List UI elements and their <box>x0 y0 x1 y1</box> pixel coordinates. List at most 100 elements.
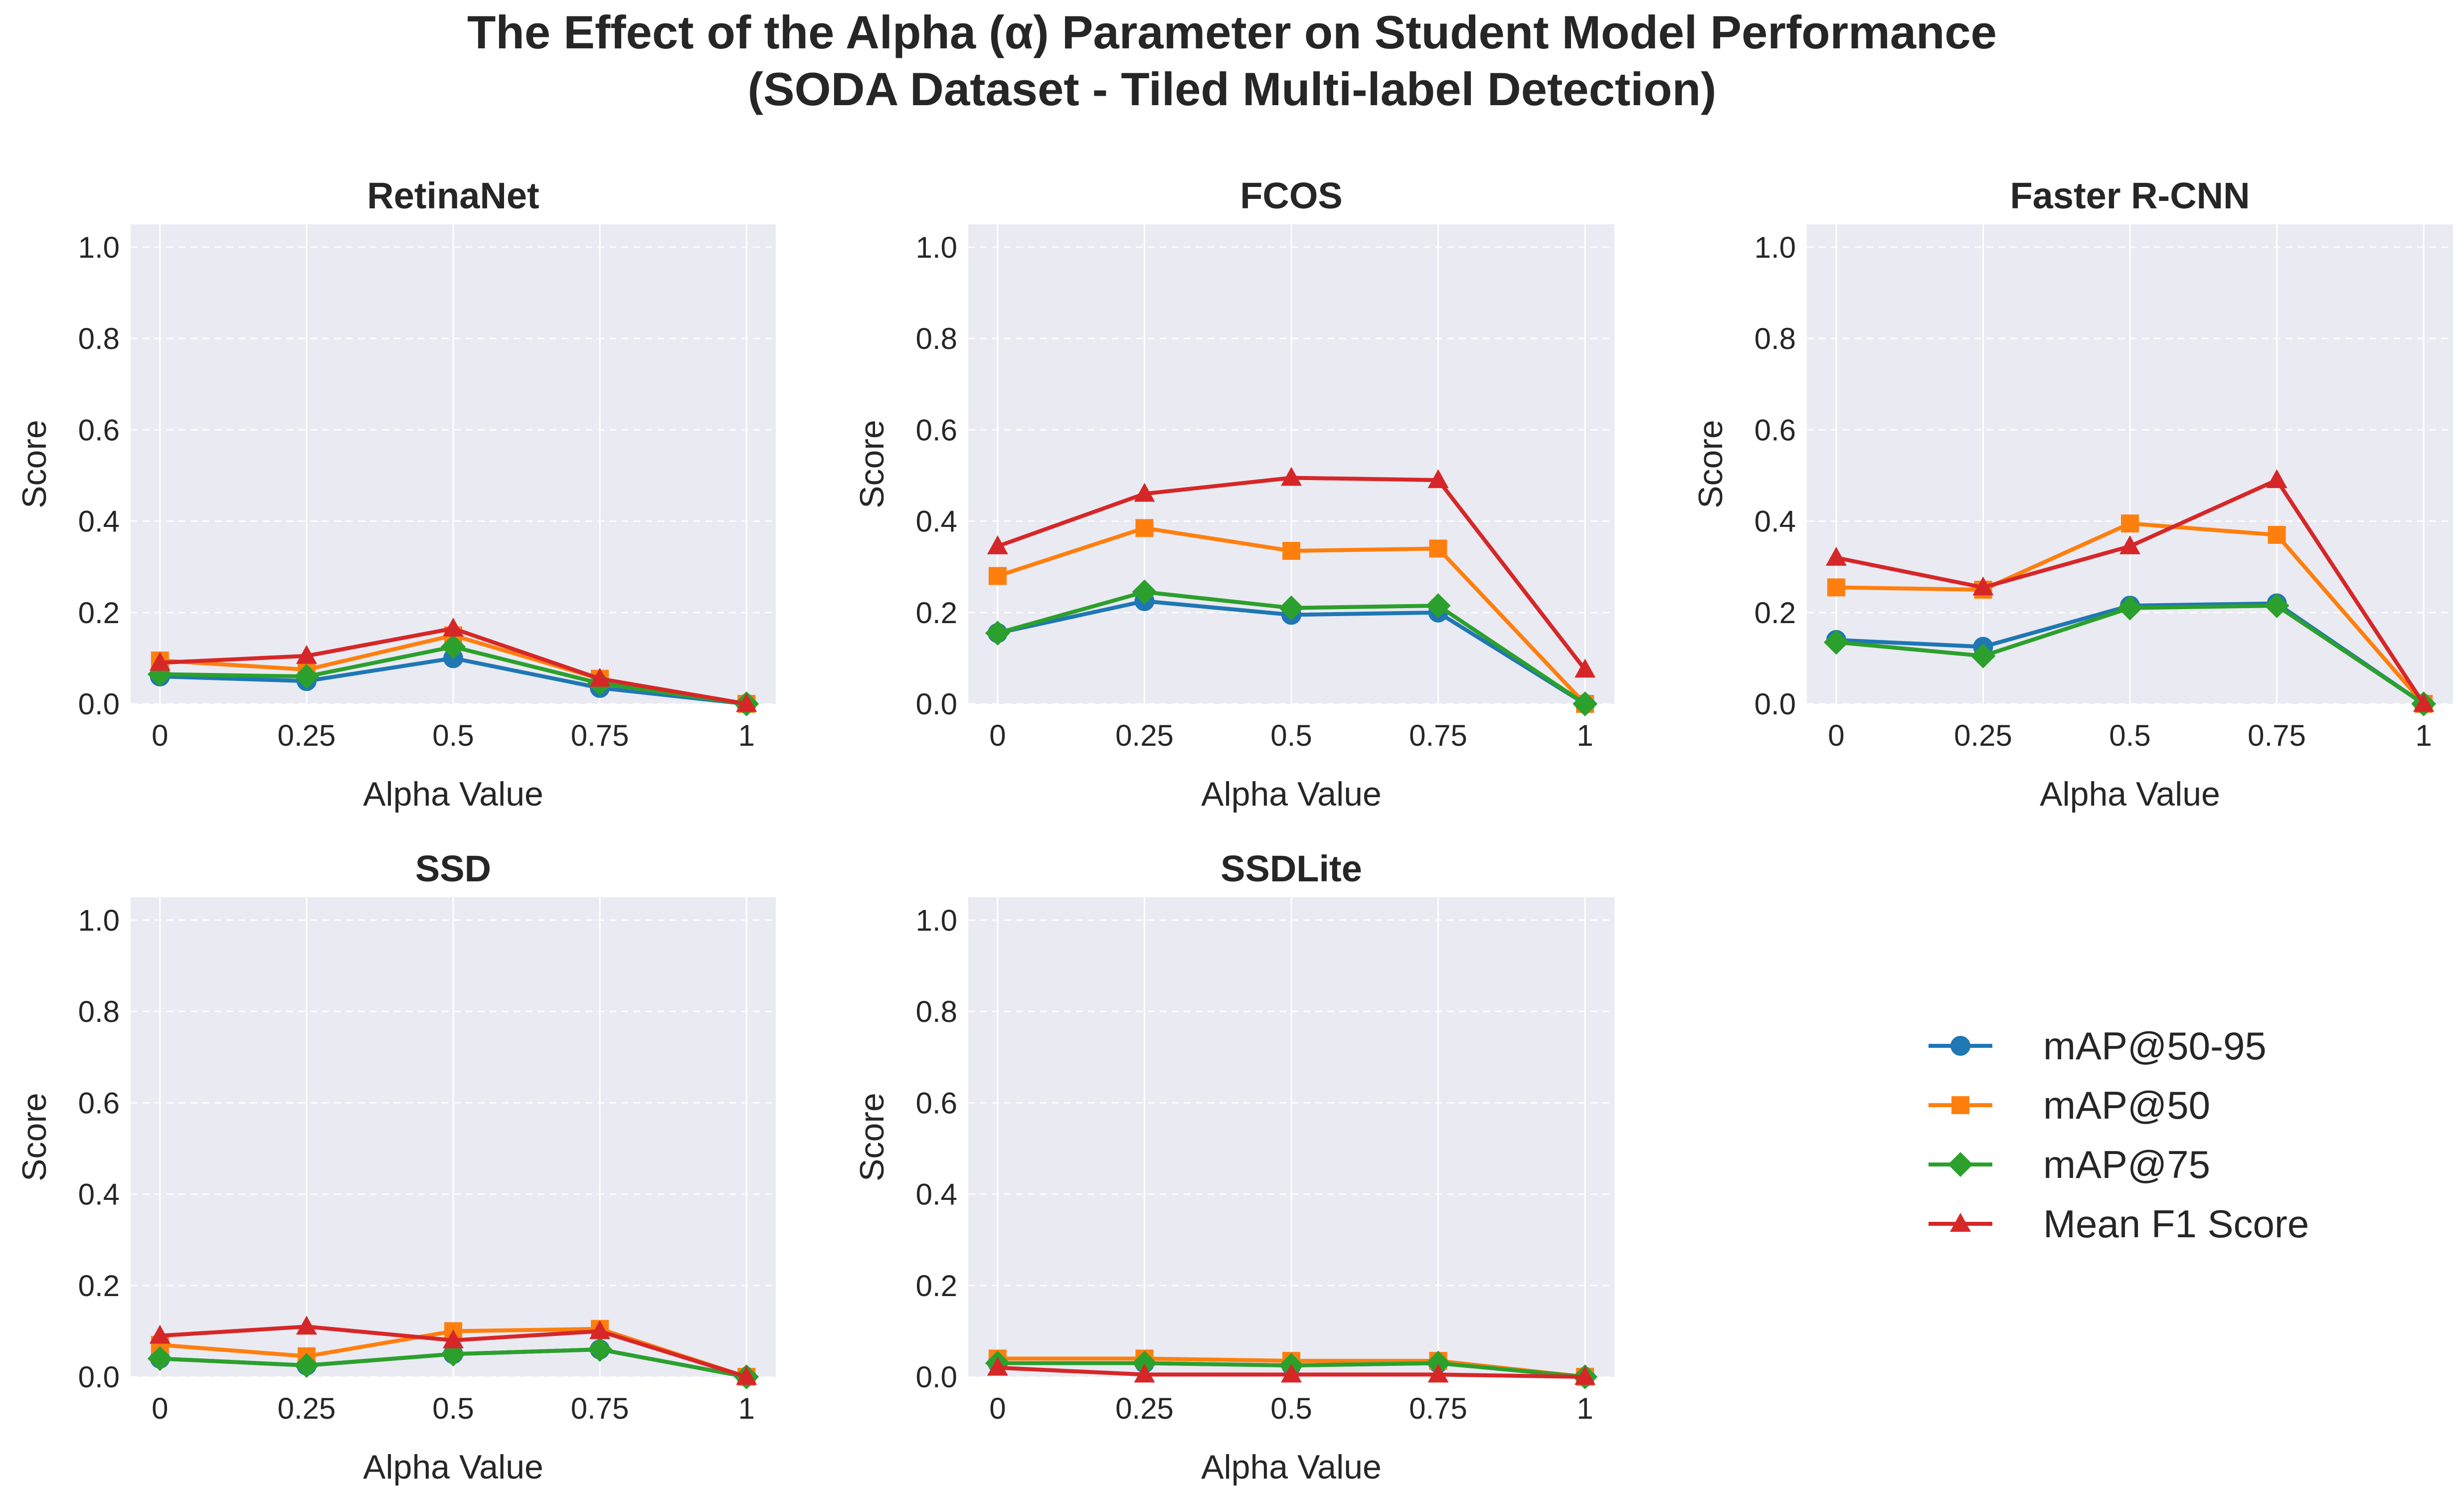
chart-panel-ssdlite: 0.0 0.2 0.4 0.6 0.8 1.0 0 0.25 0.5 0.75 1 SSDLite Al… <box>853 848 1614 1486</box>
data-point-mean-f1-score <box>1427 469 1449 489</box>
y-tick-label: 0.2 <box>78 596 120 630</box>
legend-label: mAP@50-95 <box>2043 1024 2267 1068</box>
x-tick-label: 0 <box>989 719 1006 752</box>
y-tick-label: 0.2 <box>916 1269 957 1303</box>
data-point-mean-f1-score <box>987 1356 1008 1376</box>
x-tick-label: 1 <box>738 1392 754 1425</box>
y-tick-label: 0.0 <box>78 687 120 721</box>
data-point-mean-f1-score <box>1575 1366 1596 1385</box>
data-point-mean-f1-score <box>1575 659 1596 678</box>
y-tick-label: 1.0 <box>916 904 957 937</box>
panel-title: Faster R-CNN <box>2010 175 2250 216</box>
y-tick-label: 1.0 <box>1755 231 1796 264</box>
y-tick-label: 1.0 <box>78 904 120 937</box>
x-tick-label: 0 <box>152 719 168 752</box>
y-tick-label: 0.0 <box>916 1360 957 1394</box>
y-axis-label: Score <box>853 420 891 508</box>
data-point-map-75 <box>1425 1350 1451 1376</box>
data-point-map-50 <box>1827 578 1845 597</box>
y-tick-label: 0.0 <box>78 1360 120 1394</box>
data-point-mean-f1-score <box>1825 546 1847 566</box>
data-point-map-50 <box>2268 526 2286 544</box>
y-tick-label: 0.4 <box>78 1178 120 1211</box>
x-tick-label: 0.75 <box>1409 1392 1467 1425</box>
x-axis-label: Alpha Value <box>1201 775 1382 813</box>
data-point-mean-f1-score <box>987 535 1008 554</box>
chart-panel-fcos: 0.0 0.2 0.4 0.6 0.8 1.0 0 0.25 0.5 0.75 1 FCOS Alpha… <box>853 175 1614 813</box>
data-point-map-50 <box>2121 514 2139 533</box>
data-point-map-75 <box>1573 691 1598 716</box>
data-point-mean-f1-score <box>736 693 757 712</box>
data-point-map-75 <box>1823 630 1849 655</box>
legend-label: mAP@50 <box>2043 1083 2210 1127</box>
figure-title: The Effect of the Alpha (α) Parameter on… <box>0 4 2464 118</box>
data-point-map-75 <box>294 1353 319 1378</box>
data-point-map-75 <box>2117 595 2142 621</box>
y-axis-label: Score <box>15 1093 53 1181</box>
legend-marker-circle <box>1950 1036 1970 1056</box>
y-tick-label: 0.4 <box>1755 505 1796 538</box>
x-tick-label: 0 <box>1828 719 1844 752</box>
data-point-map-75 <box>2264 593 2289 619</box>
x-tick-label: 1 <box>1577 1392 1593 1425</box>
x-tick-label: 1 <box>738 719 754 752</box>
y-tick-label: 0.8 <box>916 322 957 355</box>
x-tick-label: 0.5 <box>432 719 474 752</box>
x-tick-label: 0.5 <box>2109 719 2150 752</box>
legend-label: mAP@75 <box>2043 1143 2210 1186</box>
data-point-mean-f1-score <box>736 1366 757 1385</box>
y-tick-label: 1.0 <box>916 231 957 264</box>
y-tick-label: 0.8 <box>78 995 120 1028</box>
x-tick-label: 1 <box>1577 719 1593 752</box>
x-tick-label: 0.75 <box>571 719 629 752</box>
data-point-mean-f1-score <box>1281 467 1302 486</box>
panel-title: SSDLite <box>1221 848 1362 889</box>
data-point-map-50 <box>1429 539 1447 558</box>
figure-title-line-2: (SODA Dataset - Tiled Multi-label Detect… <box>747 63 1717 115</box>
chart-panel-retinanet: 0.0 0.2 0.4 0.6 0.8 1.0 0 0.25 0.5 0.75 1 RetinaNet… <box>15 175 776 813</box>
x-tick-label: 0.25 <box>1115 1392 1174 1425</box>
data-point-map-75 <box>441 634 466 660</box>
x-tick-label: 0 <box>152 1392 168 1425</box>
y-tick-label: 0.6 <box>916 1086 957 1120</box>
data-point-mean-f1-score <box>296 1316 317 1335</box>
y-tick-label: 0.2 <box>1755 596 1796 630</box>
data-point-map-75 <box>1970 643 1996 668</box>
y-tick-label: 0.6 <box>78 413 120 447</box>
y-axis-label: Score <box>1692 420 1730 508</box>
data-point-mean-f1-score <box>589 667 611 687</box>
x-tick-label: 0.75 <box>571 1392 629 1425</box>
y-tick-label: 0.8 <box>78 322 120 355</box>
panel-title: RetinaNet <box>367 175 539 216</box>
legend: mAP@50-95 mAP@50 mAP@75 Mean F1 Score <box>1929 1024 2309 1246</box>
chart-panel-ssd: 0.0 0.2 0.4 0.6 0.8 1.0 0 0.25 0.5 0.75 1 SSD Alpha … <box>15 848 776 1486</box>
panel-title: SSD <box>415 848 491 889</box>
data-point-map-75 <box>1425 593 1451 619</box>
data-point-map-75 <box>1279 595 1304 621</box>
y-tick-label: 1.0 <box>78 231 120 264</box>
x-tick-label: 0.25 <box>1954 719 2012 752</box>
data-point-map-75 <box>1132 579 1157 605</box>
data-point-map-75 <box>587 1337 613 1362</box>
data-point-mean-f1-score <box>2119 535 2140 554</box>
y-tick-label: 0.4 <box>916 1178 957 1211</box>
y-axis-label: Score <box>853 1093 891 1181</box>
data-point-mean-f1-score <box>149 652 171 671</box>
legend-label: Mean F1 Score <box>2043 1202 2309 1246</box>
data-point-map-50 <box>988 567 1007 585</box>
legend-marker-square <box>1951 1096 1969 1114</box>
data-point-mean-f1-score <box>443 1329 464 1348</box>
x-axis-label: Alpha Value <box>363 1448 543 1486</box>
x-tick-label: 0.75 <box>1409 719 1467 752</box>
data-point-map-75 <box>294 664 319 689</box>
panel-title: FCOS <box>1240 175 1343 216</box>
y-tick-label: 0.6 <box>916 413 957 447</box>
data-point-mean-f1-score <box>1134 1363 1155 1383</box>
data-point-mean-f1-score <box>1972 576 1994 596</box>
data-point-map-75 <box>985 620 1010 646</box>
x-tick-label: 0.5 <box>1270 1392 1312 1425</box>
data-point-mean-f1-score <box>2266 469 2288 489</box>
y-tick-label: 0.6 <box>1755 413 1796 447</box>
data-point-mean-f1-score <box>1134 483 1155 502</box>
